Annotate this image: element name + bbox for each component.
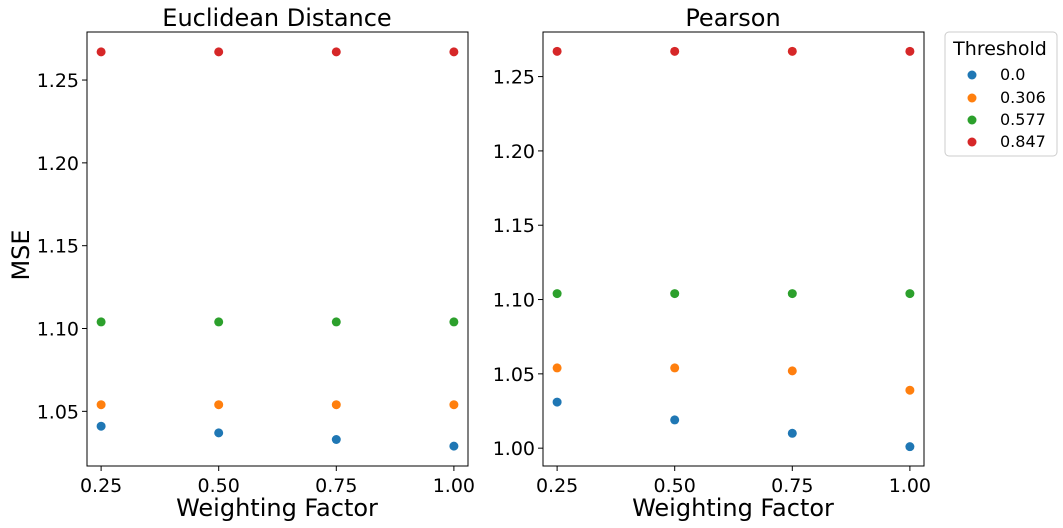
pearson-point-threshold-0.577	[787, 289, 797, 299]
euclidean-point-threshold-0.306	[214, 400, 224, 410]
y-tick-label: 1.10	[37, 319, 79, 341]
euclidean-point-threshold-0.0	[331, 434, 341, 444]
euclidean-panel: Euclidean Distance MSE Weighting Factor …	[7, 4, 475, 522]
x-tick-label: 0.75	[771, 475, 813, 497]
euclidean-point-threshold-0.306	[449, 400, 459, 410]
pearson-point-threshold-0.0	[905, 442, 915, 452]
x-tick-label: 0.50	[654, 475, 696, 497]
legend-label: 0.577	[1000, 110, 1046, 129]
pearson-point-threshold-0.306	[787, 366, 797, 376]
pearson-xlabel: Weighting Factor	[632, 494, 834, 522]
euclidean-ticks: 0.25 0.50 0.75 1.00 1.05 1.10 1.15 1.20 1.25	[37, 70, 475, 497]
y-tick-label: 1.15	[493, 215, 535, 237]
pearson-panel: Pearson Weighting Factor 0.25 0.50 0.75 1.0…	[493, 4, 931, 522]
pearson-point-threshold-0.577	[905, 289, 915, 299]
x-tick-label: 1.00	[889, 475, 931, 497]
legend-marker	[967, 115, 977, 125]
y-tick-label: 1.10	[493, 290, 535, 312]
euclidean-point-threshold-0.847	[331, 47, 341, 57]
pearson-point-threshold-0.847	[552, 46, 562, 56]
pearson-ticks: 0.25 0.50 0.75 1.00 1.00 1.05 1.10 1.15 1.20 1.25	[493, 67, 931, 497]
euclidean-xlabel: Weighting Factor	[176, 494, 378, 522]
pearson-point-threshold-0.847	[905, 46, 915, 56]
euclidean-points	[96, 47, 459, 451]
x-tick-label: 0.50	[198, 475, 240, 497]
euclidean-point-threshold-0.306	[96, 400, 106, 410]
legend-title: Threshold	[952, 38, 1047, 60]
y-tick-label: 1.00	[493, 438, 535, 460]
legend-entry: 0.847	[967, 132, 1046, 151]
pearson-point-threshold-0.0	[552, 397, 562, 407]
legend-marker	[967, 70, 977, 80]
x-tick-label: 0.25	[536, 475, 578, 497]
euclidean-point-threshold-0.577	[214, 317, 224, 327]
euclidean-ylabel: MSE	[7, 229, 35, 280]
euclidean-plot-frame	[86, 31, 469, 467]
euclidean-point-threshold-0.847	[214, 47, 224, 57]
pearson-point-threshold-0.306	[552, 363, 562, 373]
legend-marker	[967, 137, 977, 147]
x-tick-label: 0.75	[315, 475, 357, 497]
y-tick-label: 1.25	[493, 67, 535, 89]
pearson-title: Pearson	[685, 4, 780, 32]
legend: Threshold 0.0 0.306 0.577 0.847	[944, 31, 1058, 157]
x-tick-label: 1.00	[433, 475, 475, 497]
y-tick-label: 1.20	[493, 141, 535, 163]
legend-entry: 0.306	[967, 88, 1046, 107]
y-tick-label: 1.25	[37, 70, 79, 92]
euclidean-point-threshold-0.847	[449, 47, 459, 57]
pearson-points	[552, 46, 915, 452]
euclidean-point-threshold-0.0	[96, 421, 106, 431]
legend-label: 0.847	[1000, 132, 1046, 151]
pearson-point-threshold-0.0	[787, 428, 797, 438]
euclidean-point-threshold-0.0	[449, 441, 459, 451]
pearson-point-threshold-0.847	[787, 46, 797, 56]
legend-label: 0.306	[1000, 88, 1046, 107]
pearson-point-threshold-0.847	[670, 46, 680, 56]
euclidean-point-threshold-0.0	[214, 428, 224, 438]
euclidean-point-threshold-0.577	[96, 317, 106, 327]
euclidean-point-threshold-0.577	[449, 317, 459, 327]
euclidean-point-threshold-0.577	[331, 317, 341, 327]
euclidean-title: Euclidean Distance	[162, 4, 391, 32]
pearson-point-threshold-0.0	[670, 415, 680, 425]
y-tick-label: 1.20	[37, 153, 79, 175]
euclidean-point-threshold-0.306	[331, 400, 341, 410]
y-tick-label: 1.05	[37, 401, 79, 423]
pearson-point-threshold-0.306	[905, 385, 915, 395]
legend-frame	[944, 31, 1058, 157]
y-tick-label: 1.15	[37, 236, 79, 258]
euclidean-point-threshold-0.847	[96, 47, 106, 57]
x-tick-label: 0.25	[80, 475, 122, 497]
y-tick-label: 1.05	[493, 364, 535, 386]
pearson-point-threshold-0.306	[670, 363, 680, 373]
legend-entry: 0.577	[967, 110, 1046, 129]
legend-marker	[967, 93, 977, 103]
legend-entry: 0.0	[967, 65, 1025, 84]
pearson-plot-frame	[542, 31, 925, 467]
legend-label: 0.0	[1000, 65, 1025, 84]
pearson-point-threshold-0.577	[670, 289, 680, 299]
pearson-point-threshold-0.577	[552, 289, 562, 299]
